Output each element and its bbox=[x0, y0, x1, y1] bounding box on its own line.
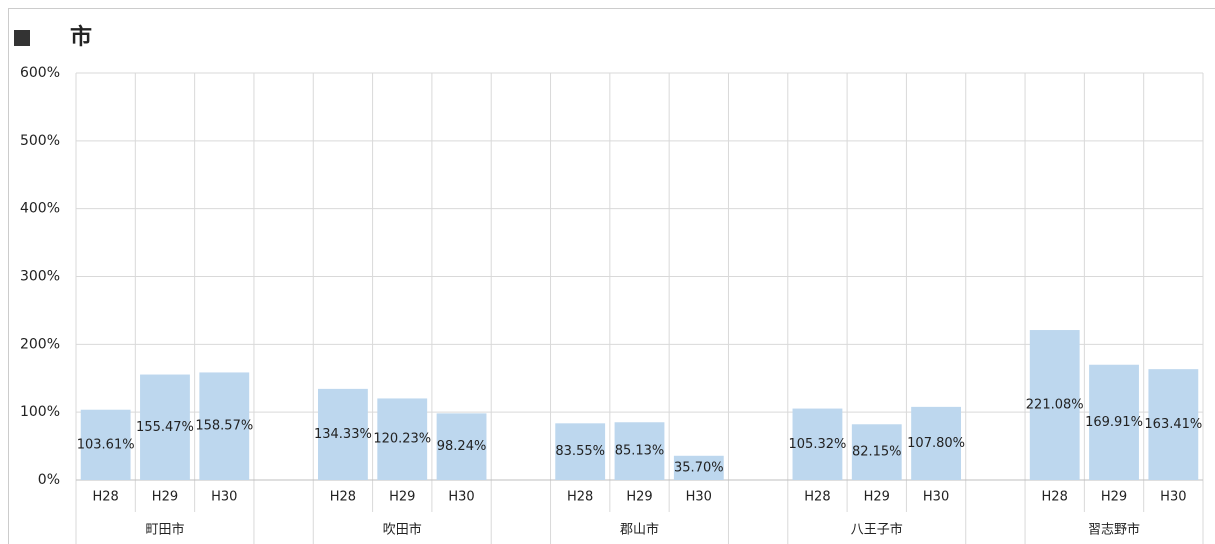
bar bbox=[792, 408, 843, 480]
x-tick-label: H30 bbox=[448, 490, 474, 505]
bar bbox=[318, 388, 368, 480]
y-tick-label: 500% bbox=[20, 133, 60, 149]
data-label: 158.57% bbox=[195, 419, 253, 434]
bar bbox=[1029, 330, 1080, 480]
x-tick-label: H30 bbox=[211, 490, 237, 505]
y-tick-label: 300% bbox=[20, 269, 60, 285]
group-label: 吹田市 bbox=[383, 522, 422, 538]
data-label: 103.61% bbox=[77, 437, 135, 452]
bar bbox=[673, 455, 724, 480]
x-tick-label: H29 bbox=[864, 490, 890, 505]
x-tick-label: H29 bbox=[626, 490, 652, 505]
bar bbox=[140, 374, 190, 480]
y-tick-label: 100% bbox=[20, 404, 60, 420]
group-label: 町田市 bbox=[145, 522, 184, 538]
bar bbox=[199, 372, 250, 480]
data-label: 83.55% bbox=[555, 444, 605, 459]
data-label: 98.24% bbox=[437, 439, 487, 454]
y-tick-label: 600% bbox=[20, 65, 60, 81]
x-tick-label: H30 bbox=[686, 490, 712, 505]
x-tick-label: H28 bbox=[92, 490, 118, 505]
data-label: 221.08% bbox=[1026, 398, 1084, 413]
data-label: 105.32% bbox=[789, 437, 847, 452]
x-tick-label: H30 bbox=[923, 490, 949, 505]
x-tick-label: H28 bbox=[330, 490, 356, 505]
data-label: 163.41% bbox=[1144, 417, 1202, 432]
data-label: 120.23% bbox=[373, 432, 431, 447]
x-tick-label: H28 bbox=[567, 490, 593, 505]
y-tick-label: 0% bbox=[38, 472, 60, 488]
x-tick-label: H28 bbox=[1042, 490, 1068, 505]
bar bbox=[1148, 369, 1199, 480]
y-tick-label: 400% bbox=[20, 201, 60, 217]
x-tick-label: H29 bbox=[389, 490, 415, 505]
data-label: 107.80% bbox=[907, 436, 965, 451]
frame bbox=[8, 8, 1215, 544]
x-tick-label: H29 bbox=[152, 490, 178, 505]
data-label: 134.33% bbox=[314, 427, 372, 442]
group-label: 八王子市 bbox=[851, 522, 903, 538]
bar bbox=[911, 406, 961, 480]
x-tick-label: H29 bbox=[1101, 490, 1127, 505]
bar bbox=[80, 409, 131, 480]
chart-title: 市 bbox=[70, 24, 92, 50]
bar bbox=[851, 424, 902, 480]
bar bbox=[436, 413, 487, 480]
group-label: 習志野市 bbox=[1088, 522, 1140, 538]
x-tick-label: H30 bbox=[1160, 490, 1186, 505]
data-label: 85.13% bbox=[615, 444, 665, 459]
y-tick-label: 200% bbox=[20, 336, 60, 352]
group-label: 郡山市 bbox=[620, 522, 659, 538]
data-label: 169.91% bbox=[1085, 415, 1143, 430]
bar bbox=[377, 398, 428, 480]
data-label: 35.70% bbox=[674, 460, 724, 475]
bar bbox=[555, 423, 606, 480]
bar bbox=[614, 422, 665, 480]
bar bbox=[1089, 364, 1139, 480]
data-label: 155.47% bbox=[136, 420, 194, 435]
data-label: 82.15% bbox=[852, 445, 902, 460]
title-marker bbox=[14, 30, 30, 46]
x-tick-label: H28 bbox=[804, 490, 830, 505]
